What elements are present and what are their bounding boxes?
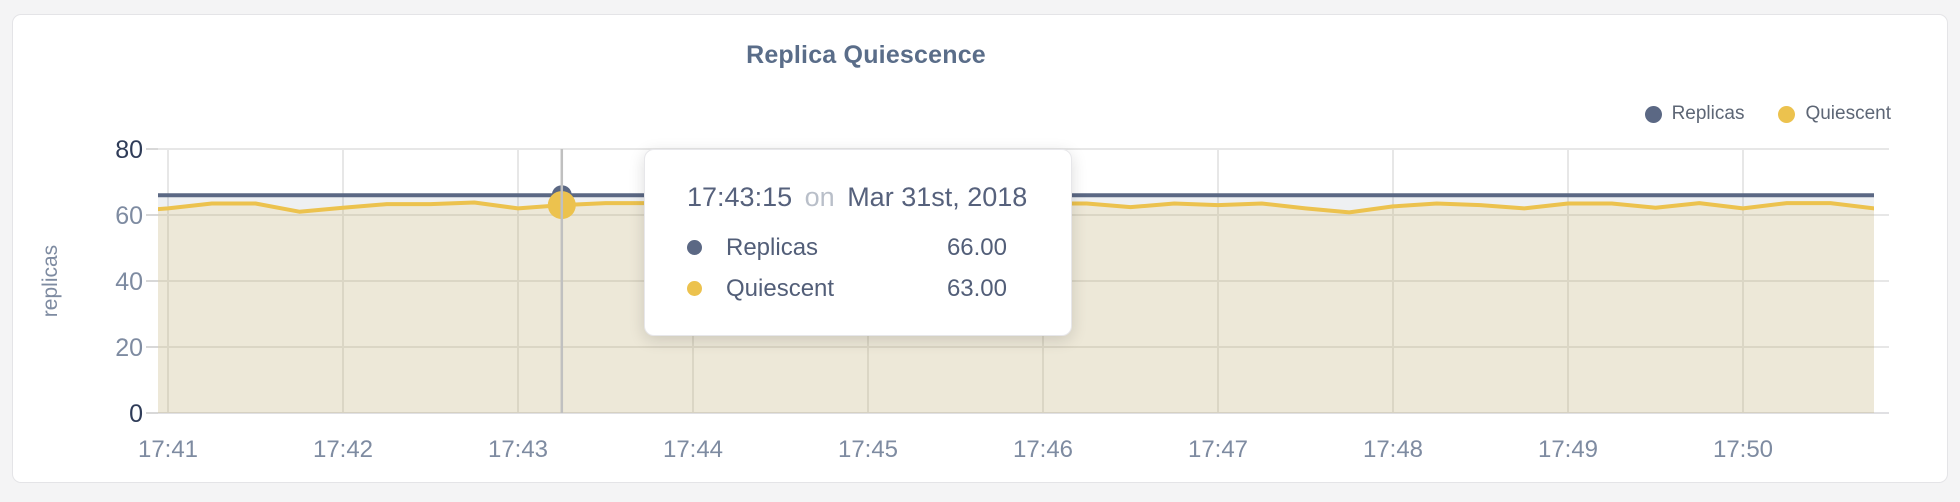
x-tick-label: 17:50 [1713, 436, 1773, 463]
y-tick-label: 20 [115, 334, 143, 362]
x-tick-label: 17:42 [313, 436, 373, 463]
replicas-tooltip-label: Replicas [726, 233, 819, 261]
x-tick-label: 17:46 [1013, 436, 1073, 463]
x-tick-label: 17:43 [488, 436, 548, 463]
replicas-tooltip-dot [687, 240, 702, 255]
quiescent-tooltip-label: Quiescent [726, 274, 835, 302]
y-tick-label: 40 [115, 268, 143, 296]
legend-item-quiescent[interactable]: Quiescent [1778, 103, 1891, 125]
chart-tooltip: 17:43:15 on Mar 31st, 2018 Replicas 66.0… [644, 149, 1072, 336]
tooltip-preposition: on [804, 182, 835, 212]
chart-card: Replica Quiescence Replicas Quiescent 0 2… [12, 14, 1948, 483]
quiescent-legend-label: Quiescent [1805, 103, 1891, 124]
x-tick-label: 17:49 [1538, 436, 1598, 463]
legend-item-replicas[interactable]: Replicas [1644, 103, 1745, 125]
x-tick-label: 17:47 [1188, 436, 1248, 463]
y-tick-label: 60 [115, 202, 143, 230]
replicas-legend-dot [1644, 105, 1662, 123]
legend: Replicas Quiescent [1644, 103, 1891, 125]
x-tick-label: 17:41 [138, 436, 198, 463]
x-tick-label: 17:48 [1363, 436, 1423, 463]
replicas-tooltip-value: 66.00 [946, 233, 1007, 261]
tooltip-time: 17:43:15 [687, 182, 793, 212]
replicas-legend-label: Replicas [1671, 103, 1745, 124]
tooltip-timestamp: 17:43:15 on Mar 31st, 2018 [645, 182, 1071, 213]
quiescent-legend-dot [1778, 105, 1796, 123]
tooltip-row-replicas: Replicas 66.00 [645, 227, 1071, 268]
x-tick-label: 17:45 [838, 436, 898, 463]
y-tick-label: 0 [129, 400, 143, 428]
quiescent-tooltip-value: 63.00 [946, 274, 1007, 302]
y-axis-title: replicas [39, 245, 62, 317]
tooltip-row-quiescent: Quiescent 63.00 [645, 268, 1071, 309]
chart-title: Replica Quiescence [746, 41, 986, 69]
x-tick-label: 17:44 [663, 436, 723, 463]
quiescent-tooltip-dot [687, 281, 702, 296]
y-tick-label: 80 [115, 136, 143, 164]
tooltip-date: Mar 31st, 2018 [847, 182, 1028, 212]
